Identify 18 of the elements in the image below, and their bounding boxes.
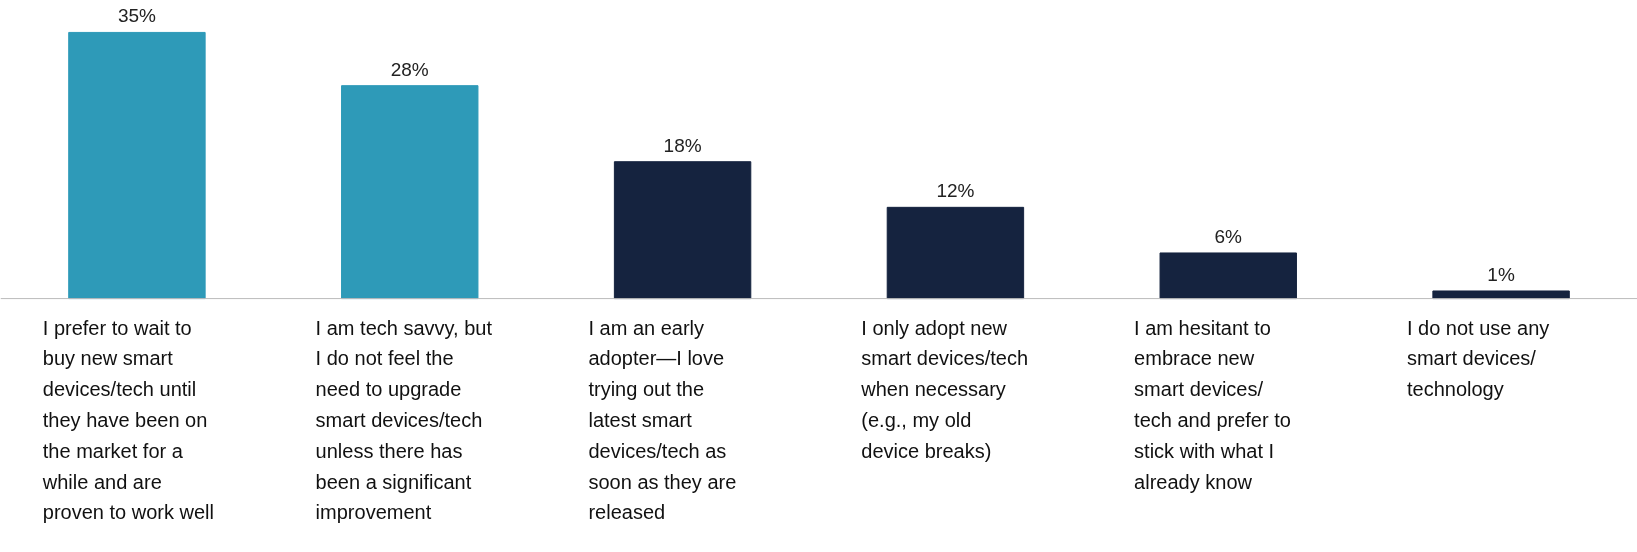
data-label: 18%	[663, 134, 702, 156]
data-label: 35%	[117, 5, 157, 27]
bar	[1432, 290, 1570, 300]
bar	[886, 206, 1025, 300]
x-tick-label: I am hesitant to embrace new smart devices/ tech and prefer to stick with what I already know	[1134, 316, 1291, 493]
data-label: 6%	[1214, 225, 1243, 247]
x-tick-label: I am tech savvy, but I do not feel the need to upgrade smart devices/tech unless there has been a significant improvement	[315, 316, 493, 524]
bar	[613, 161, 752, 300]
x-tick-label: I prefer to wait to buy new smart devices/tech until they have been on the market for a while and are proven to work well	[41, 316, 214, 524]
x-tick-label: I do not use any smart devices/ technology	[1406, 316, 1550, 401]
data-label: 1%	[1487, 263, 1515, 285]
bar	[1159, 252, 1297, 300]
data-label: 12%	[936, 180, 975, 202]
data-label: 28%	[390, 58, 429, 80]
x-tick-label: I only adopt new smart devices/tech when necessary (e.g., my old device breaks)	[860, 316, 1029, 462]
bar	[341, 85, 479, 300]
x-tick-label: I am an early adopter—I love trying out the latest smart devices/tech as soon as they are released	[588, 316, 737, 524]
bar	[68, 31, 206, 300]
